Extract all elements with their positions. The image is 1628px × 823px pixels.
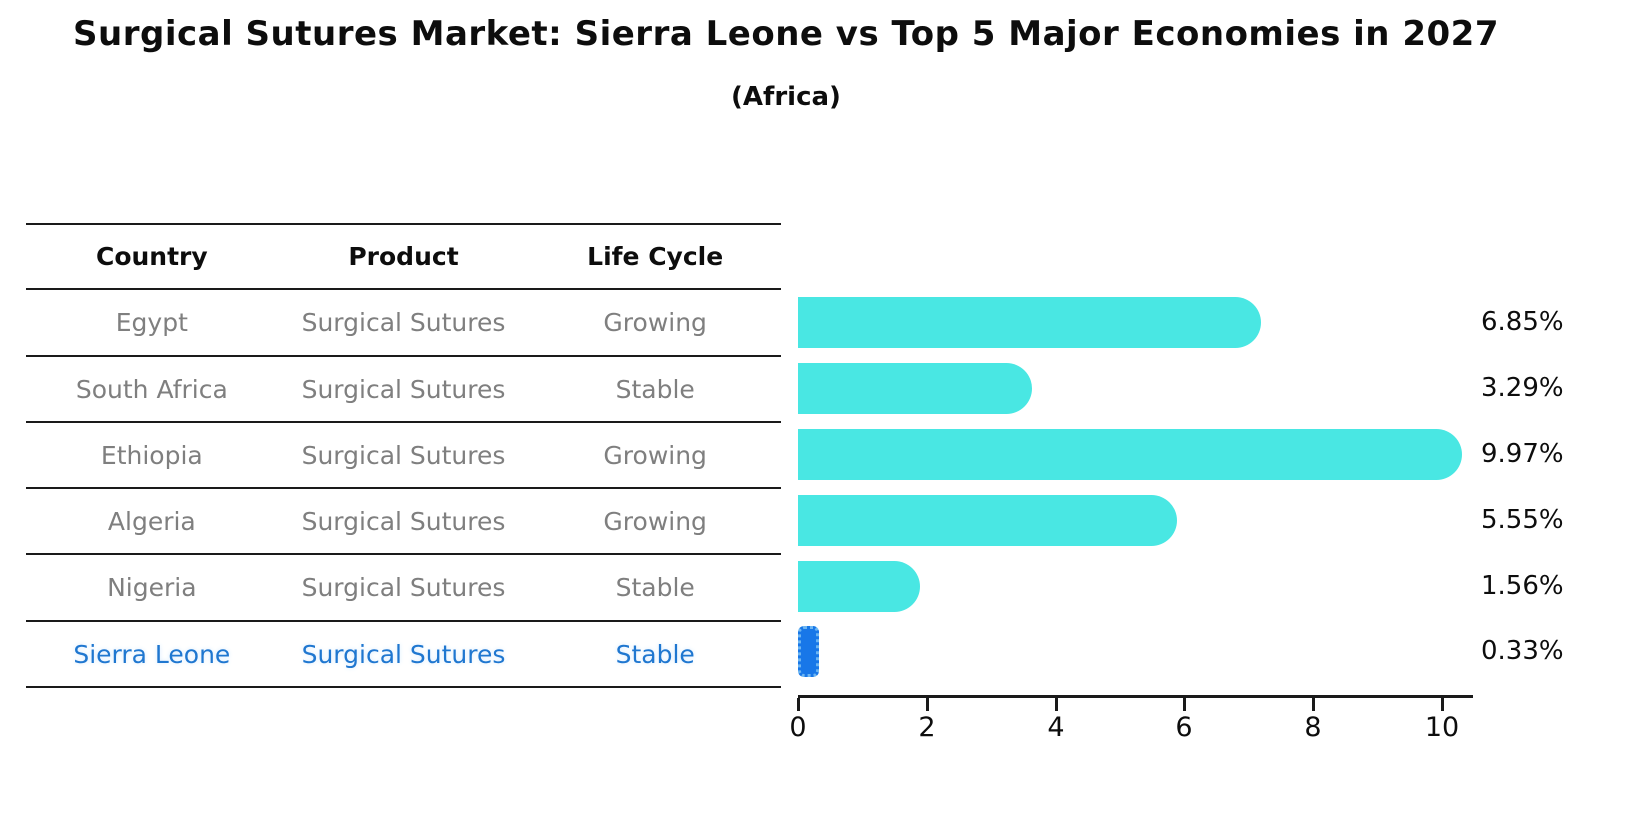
cell-life-cycle: Stable	[615, 572, 695, 602]
table-header-row: Country Product Life Cycle	[26, 223, 781, 289]
table-header-divider	[26, 288, 781, 290]
table-row-divider	[26, 553, 781, 555]
cell-life-cycle: Stable	[615, 639, 695, 669]
cell-product: Surgical Sutures	[301, 374, 506, 404]
chart-title: Surgical Sutures Market: Sierra Leone vs…	[73, 14, 1499, 54]
table-border-bottom	[26, 686, 781, 688]
table-row-divider	[26, 620, 781, 622]
x-axis-line	[798, 695, 1473, 698]
x-tick-0	[797, 698, 800, 711]
x-tick-6	[1183, 698, 1186, 711]
column-header-country: Country	[95, 241, 208, 271]
bar-nigeria	[798, 561, 921, 612]
cell-country: Sierra Leone	[73, 639, 231, 669]
table-row-nigeria: Nigeria Surgical Sutures Stable	[26, 554, 781, 620]
value-label-south-africa: 3.29%	[1481, 373, 1564, 403]
cell-product: Surgical Sutures	[301, 440, 506, 470]
table-row-egypt: Egypt Surgical Sutures Growing	[26, 289, 781, 355]
value-label-algeria: 5.55%	[1481, 505, 1564, 535]
cell-product: Surgical Sutures	[301, 572, 506, 602]
x-tick-label-0: 0	[789, 712, 807, 743]
table-row-algeria: Algeria Surgical Sutures Growing	[26, 488, 781, 554]
value-label-egypt: 6.85%	[1481, 307, 1564, 337]
cell-product: Surgical Sutures	[301, 506, 506, 536]
x-tick-label-6: 6	[1175, 712, 1193, 743]
table-row-divider	[26, 421, 781, 423]
column-header-life-cycle: Life Cycle	[587, 241, 724, 271]
cell-product: Surgical Sutures	[301, 639, 506, 669]
cell-country: Ethiopia	[100, 440, 203, 470]
table-row-divider	[26, 355, 781, 357]
x-tick-8	[1312, 698, 1315, 711]
value-label-sierra-leone: 0.33%	[1481, 636, 1564, 666]
cell-life-cycle: Growing	[603, 307, 707, 337]
x-tick-4	[1055, 698, 1058, 711]
table-row-ethiopia: Ethiopia Surgical Sutures Growing	[26, 422, 781, 488]
cell-country: Algeria	[107, 506, 196, 536]
cell-product: Surgical Sutures	[301, 307, 506, 337]
chart-subtitle: (Africa)	[731, 82, 841, 112]
bar-egypt	[798, 297, 1261, 348]
table-row-south-africa: South Africa Surgical Sutures Stable	[26, 356, 781, 422]
x-tick-label-8: 8	[1304, 712, 1322, 743]
cell-life-cycle: Growing	[603, 506, 707, 536]
table-row-sierra-leone: Sierra Leone Surgical Sutures Stable	[26, 621, 781, 687]
table-border-top	[26, 223, 781, 225]
table-row-divider	[26, 487, 781, 489]
cell-country: Nigeria	[107, 572, 197, 602]
bar-ethiopia	[798, 429, 1462, 480]
cell-life-cycle: Stable	[615, 374, 695, 404]
x-tick-10	[1441, 698, 1444, 711]
bar-south-africa	[798, 363, 1032, 414]
x-tick-label-4: 4	[1047, 712, 1065, 743]
column-header-product: Product	[348, 241, 459, 271]
value-label-ethiopia: 9.97%	[1481, 439, 1564, 469]
cell-life-cycle: Growing	[603, 440, 707, 470]
bar-algeria	[798, 495, 1178, 546]
value-label-nigeria: 1.56%	[1481, 571, 1564, 601]
x-tick-label-10: 10	[1424, 712, 1460, 743]
x-tick-2	[926, 698, 929, 711]
cell-country: South Africa	[75, 374, 228, 404]
cell-country: Egypt	[115, 307, 188, 337]
x-tick-label-2: 2	[918, 712, 936, 743]
bar-sierra-leone	[798, 626, 820, 677]
